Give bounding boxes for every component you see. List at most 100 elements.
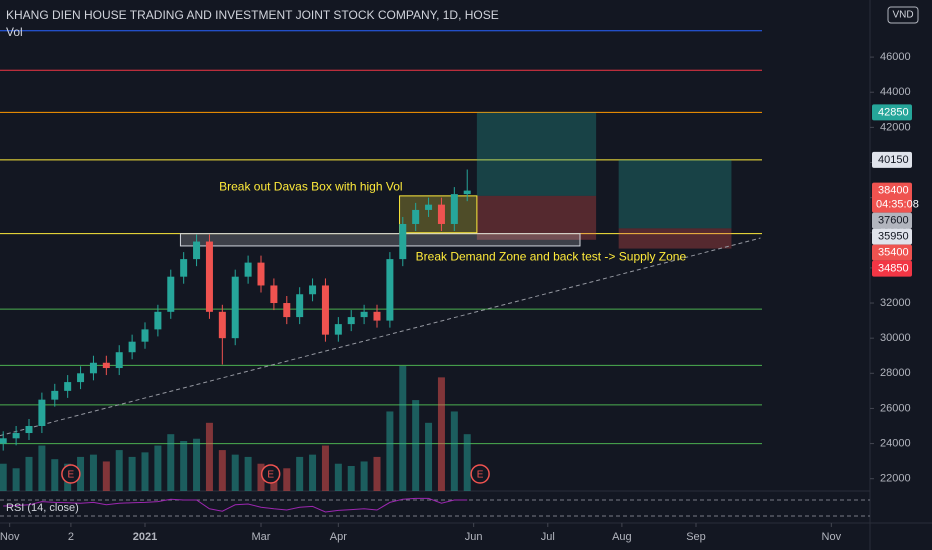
x-tick-label: Nov	[0, 531, 20, 543]
volume-bar	[412, 400, 420, 491]
price-label: 34850	[878, 263, 909, 275]
volume-bar	[321, 445, 329, 491]
volume-bar	[244, 456, 252, 491]
candle-body	[89, 362, 97, 374]
y-tick-label: 46000	[880, 51, 911, 63]
candle-body	[154, 311, 162, 330]
y-tick-label: 26000	[880, 402, 911, 414]
price-label-bg	[872, 244, 912, 261]
y-tick-label: 22000	[880, 473, 911, 485]
candle-body	[450, 194, 458, 224]
candle-body	[102, 362, 110, 369]
price-label-bg	[872, 228, 912, 245]
price-label: 42850	[878, 106, 909, 118]
price-label: 38400	[878, 185, 909, 197]
candle-body	[0, 438, 7, 444]
zone	[618, 159, 732, 229]
candle-body	[244, 262, 252, 277]
x-tick-label: Mar	[252, 531, 271, 543]
candle-body	[347, 317, 355, 325]
annotation: Break out Davas Box with high Vol	[219, 179, 402, 193]
volume-bar	[283, 468, 291, 491]
x-tick-label: 2021	[133, 531, 157, 543]
event-label: E	[68, 470, 75, 481]
rsi-line	[3, 497, 468, 513]
candle-body	[193, 241, 201, 260]
volume-label: Vol	[6, 25, 23, 39]
y-tick-label: 28000	[880, 367, 911, 379]
candle-body	[25, 426, 33, 434]
volume-bar	[296, 456, 304, 491]
volume-bar	[257, 463, 265, 491]
event-marker	[470, 464, 490, 484]
volume-bar	[347, 466, 355, 491]
y-tick-label: 30000	[880, 332, 911, 344]
volume-bar	[463, 434, 471, 491]
volume-bar	[218, 450, 226, 491]
x-tick-label: Jul	[541, 531, 555, 543]
candle-body	[141, 329, 149, 342]
price-label-bg	[872, 260, 912, 277]
y-tick-label: 44000	[880, 86, 911, 98]
candle-body	[231, 276, 239, 339]
candle-body	[128, 341, 136, 353]
volume-bar	[205, 422, 213, 491]
volume-bar	[309, 454, 317, 491]
price-label: 35400	[878, 247, 909, 259]
countdown: 04:35:08	[876, 199, 919, 211]
trend-line	[0, 237, 761, 437]
volume-bar	[38, 445, 46, 491]
volume-bar	[231, 454, 239, 491]
candle-body	[12, 433, 20, 439]
volume-bar	[51, 459, 59, 491]
volume-bar	[360, 461, 368, 491]
candle-body	[115, 352, 123, 369]
candle-body	[321, 285, 329, 335]
y-tick-label: 24000	[880, 437, 911, 449]
candle-body	[64, 382, 72, 391]
y-tick-label: 32000	[880, 297, 911, 309]
volume-bar	[437, 377, 445, 491]
x-tick-label: 2	[68, 531, 74, 543]
volume-bar	[373, 456, 381, 491]
candle-body	[437, 204, 445, 224]
volume-bar	[89, 454, 97, 491]
event-label: E	[477, 470, 484, 481]
volume-bar	[425, 422, 433, 491]
volume-bar	[193, 438, 201, 491]
currency: VND	[892, 10, 913, 21]
rsi-label: RSI (14, close)	[6, 502, 79, 514]
candle-body	[399, 223, 407, 260]
volume-bar	[115, 450, 123, 491]
candle-body	[309, 285, 317, 295]
candle-body	[270, 285, 278, 304]
x-tick-label: Nov	[822, 531, 842, 543]
price-label: 35950	[878, 231, 909, 243]
candle-body	[77, 373, 85, 383]
zone	[618, 228, 732, 249]
price-label-bg	[872, 212, 912, 229]
volume-bar	[0, 463, 7, 491]
zone	[476, 195, 597, 240]
volume-bar	[128, 456, 136, 491]
candle-body	[360, 311, 368, 318]
candle-body	[373, 311, 381, 321]
event-marker	[260, 464, 281, 484]
price-label: 40150	[878, 154, 909, 166]
candle-body	[334, 324, 342, 335]
volume-bar	[154, 445, 162, 491]
candle-body	[412, 209, 420, 224]
chart-title: KHANG DIEN HOUSE TRADING AND INVESTMENT …	[6, 8, 499, 22]
price-label: 37600	[878, 215, 909, 227]
candle-body	[425, 204, 433, 210]
annotation: Break Demand Zone and back test -> Suppl…	[416, 250, 687, 264]
candle-body	[167, 276, 175, 312]
candle-body	[205, 241, 213, 312]
zone	[179, 233, 581, 247]
candle-body	[51, 390, 59, 400]
candle-body	[257, 262, 265, 286]
price-label-bg	[872, 104, 912, 121]
volume-bar	[399, 366, 407, 491]
x-tick-label: Aug	[612, 531, 632, 543]
zone	[476, 112, 597, 196]
